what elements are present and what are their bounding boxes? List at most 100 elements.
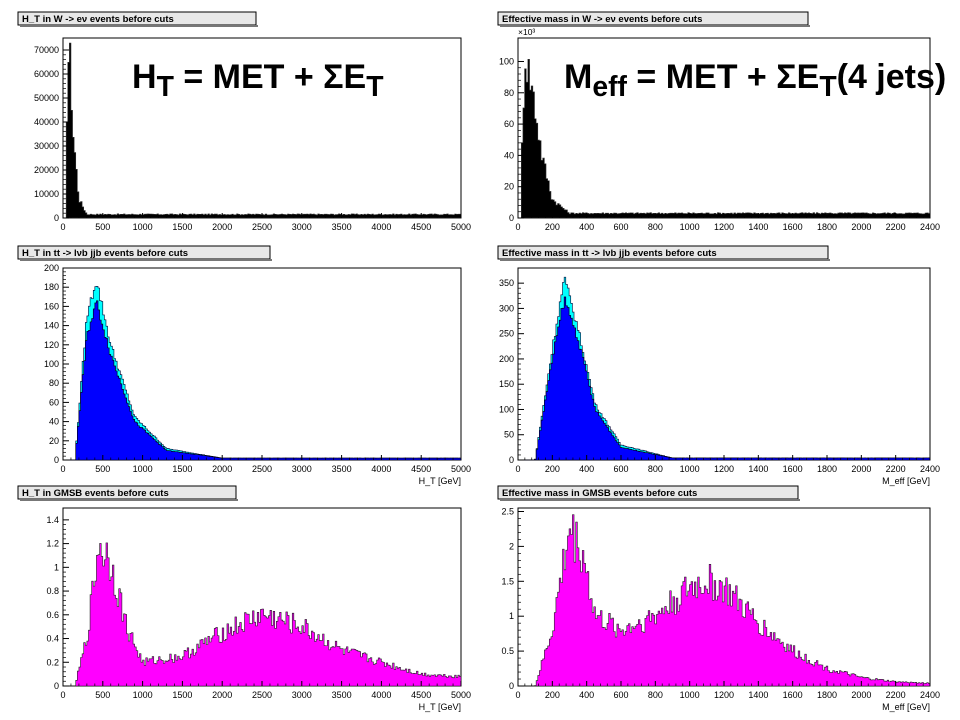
x-axis-label: H_T [GeV] [419,702,461,712]
y-tick-label: 50000 [34,93,59,103]
y-tick-label: 140 [44,321,59,331]
y-tick-label: 1 [509,611,514,621]
x-tick-label: 0 [515,464,520,474]
chart-panel-1: Effective mass in W -> eν events before … [497,11,940,232]
plot-frame [517,37,931,219]
x-tick-label: 2200 [886,690,906,700]
x-tick-label: 2400 [920,464,940,474]
y-tick-label: 200 [499,354,514,364]
x-tick-label: 1800 [817,690,837,700]
x-tick-label: 3000 [292,690,312,700]
x-tick-label: 1200 [714,690,734,700]
x-tick-label: 500 [95,464,110,474]
plot-frame [62,37,462,219]
y-tick-label: 300 [499,303,514,313]
meff-formula-sub2: T [819,70,837,103]
x-tick-label: 200 [545,464,560,474]
chart-title-shadow [500,25,810,27]
x-axis-label: M_eff [GeV] [882,476,930,486]
x-tick-label: 4500 [411,464,431,474]
x-tick-label: 2500 [252,690,272,700]
chart-title: H_T in GMSB events before cuts [22,488,169,499]
x-tick-label: 0 [60,690,65,700]
meff-formula-sub: eff [592,70,627,103]
y-tick-label: 100 [499,404,514,414]
x-tick-label: 1200 [714,464,734,474]
x-tick-label: 1500 [172,222,192,232]
y-tick-label: 80 [504,88,514,98]
x-tick-label: 400 [579,464,594,474]
meff-formula-tail: (4 jets) [836,58,947,96]
y-tick-label: 0.5 [501,646,514,656]
x-tick-label: 1000 [680,690,700,700]
chart-title-shadow [20,25,258,27]
x-tick-label: 1000 [133,464,153,474]
y-tick-label: 100 [44,359,59,369]
x-tick-label: 400 [579,690,594,700]
y-tick-label: 150 [499,379,514,389]
y-tick-label: 50 [504,430,514,440]
x-tick-label: 3500 [332,222,352,232]
histogram-series-0 [518,514,931,687]
x-tick-label: 1800 [817,222,837,232]
x-tick-label: 1000 [680,222,700,232]
y-tick-label: 0 [54,455,59,465]
x-tick-label: 3500 [332,690,352,700]
meff-formula-main: M [564,58,593,96]
x-tick-label: 5000 [451,222,471,232]
chart-title: H_T in tt -> lνb jjb events before cuts [22,248,188,259]
x-tick-label: 500 [95,222,110,232]
x-tick-label: 0 [515,690,520,700]
y-tick-label: 0.6 [46,610,59,620]
chart-title-shadow [20,499,238,501]
chart-panel-2: H_T in tt -> lνb jjb events before cuts 0… [17,245,471,486]
x-tick-label: 1400 [748,464,768,474]
x-tick-label: 800 [648,690,663,700]
x-tick-label: 2000 [851,690,871,700]
x-tick-label: 4000 [371,690,391,700]
x-tick-label: 3500 [332,464,352,474]
histogram-series-0 [63,542,462,687]
ht-formula-overlay: HT = MET + ΣET [132,58,384,104]
chart-title: Effective mass in tt -> lνb jjb events b… [502,248,717,259]
x-tick-label: 400 [579,222,594,232]
x-tick-label: 500 [95,690,110,700]
chart-panel-5: Effective mass in GMSB events before cut… [497,485,940,712]
y-tick-label: 70000 [34,45,59,55]
x-tick-label: 2000 [212,690,232,700]
y-tick-label: 0.4 [46,634,59,644]
x-axis-label: H_T [GeV] [419,476,461,486]
y-tick-label: 0 [509,681,514,691]
y-tick-label: 0 [509,213,514,223]
y-tick-label: 40 [504,150,514,160]
y-tick-label: 250 [499,329,514,339]
y-tick-label: 1.2 [46,539,59,549]
y-tick-label: 0.8 [46,586,59,596]
y-tick-label: 2 [509,541,514,551]
x-tick-label: 3000 [292,464,312,474]
x-tick-label: 2400 [920,222,940,232]
x-tick-label: 2000 [212,222,232,232]
x-tick-label: 1800 [817,464,837,474]
y-tick-label: 160 [44,301,59,311]
x-tick-label: 2000 [851,464,871,474]
x-tick-label: 200 [545,690,560,700]
x-tick-label: 2500 [252,464,272,474]
chart-title: Effective mass in GMSB events before cut… [502,488,697,499]
x-tick-label: 1500 [172,690,192,700]
x-tick-label: 1000 [133,222,153,232]
x-tick-label: 1500 [172,464,192,474]
y-tick-label: 60 [504,119,514,129]
chart-title-shadow [500,259,830,261]
ht-formula-sub2: T [366,70,384,103]
histogram-series-0 [518,58,931,219]
chart-title-shadow [500,499,800,501]
x-tick-label: 200 [545,222,560,232]
y-tick-label: 20000 [34,165,59,175]
y-multiplier: ×10³ [518,27,535,37]
y-tick-label: 0.2 [46,657,59,667]
ht-formula-rest: = MET + ΣE [173,58,367,96]
x-tick-label: 4500 [411,222,431,232]
x-tick-label: 2200 [886,464,906,474]
x-tick-label: 1600 [783,464,803,474]
